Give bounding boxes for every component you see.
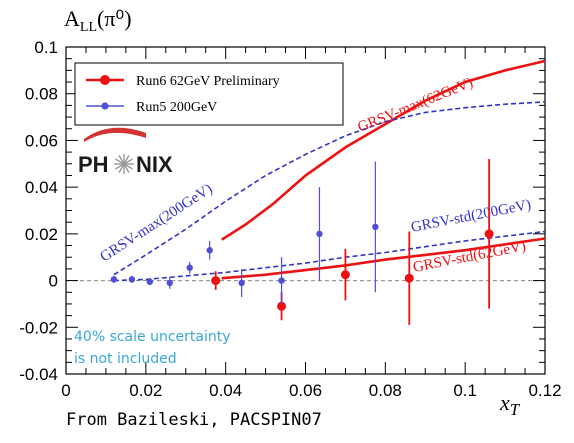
- x-tick-label: 0.12: [528, 381, 561, 400]
- starburst-ray: [118, 163, 125, 174]
- data-point: [340, 249, 350, 301]
- y-axis-title: ALL(π⁰): [64, 6, 132, 35]
- annotation-line: is not included: [74, 351, 177, 367]
- legend-label: Run6 62GeV Preliminary: [136, 74, 280, 89]
- data-point: [278, 257, 285, 304]
- marker: [278, 277, 285, 284]
- curve-label: GRSV-max(200GeV): [97, 181, 215, 265]
- marker: [186, 264, 193, 271]
- curve-label: GRSV-std(200GeV): [410, 197, 533, 236]
- legend-box: [74, 62, 344, 126]
- logo-text-left: PH: [78, 152, 109, 177]
- curve-label: GRSV-max(62GeV): [356, 75, 476, 136]
- marker: [277, 301, 287, 311]
- data-point: [484, 159, 494, 309]
- source-credit: From Bazileski, PACSPIN07: [66, 410, 322, 430]
- y-tick-label: 0.02: [25, 225, 58, 244]
- starburst-ray: [118, 154, 125, 165]
- data-point: [372, 161, 379, 293]
- x-tick-label: 0.1: [453, 381, 477, 400]
- starburst-ray: [123, 163, 130, 174]
- annotation-line: 40% scale uncertainty: [74, 329, 231, 345]
- starburst-ray: [114, 163, 125, 170]
- logo-text-right: NIX: [136, 152, 173, 177]
- starburst-ray: [114, 158, 125, 165]
- legend: Run6 62GeV Preliminary Run5 200GeV: [74, 62, 344, 126]
- marker: [316, 230, 323, 238]
- x-tick-label: 0.02: [129, 381, 162, 400]
- y-tick-label: -0.04: [19, 365, 58, 384]
- data-point: [211, 271, 221, 290]
- data-points: [110, 159, 494, 325]
- curve-grsv-max-62gev-: [221, 59, 546, 241]
- y-tick-label: -0.02: [19, 318, 58, 337]
- marker: [146, 278, 154, 285]
- curve-label: GRSV-std(62GeV): [412, 238, 527, 276]
- starburst-icon: [114, 154, 134, 174]
- curve-grsv-std-62gev-: [221, 237, 546, 280]
- data-point: [110, 275, 118, 283]
- legend-label: Run5 200GeV: [136, 100, 217, 115]
- data-point: [186, 261, 193, 274]
- data-point: [146, 278, 154, 286]
- marker: [372, 223, 379, 231]
- marker: [484, 229, 494, 239]
- y-tick-label: 0.06: [25, 131, 58, 150]
- legend-marker: [100, 75, 110, 85]
- marker: [340, 270, 350, 280]
- annotations: 40% scale uncertainty is not included: [74, 329, 231, 367]
- x-axis-title: xT: [499, 390, 521, 419]
- x-tick-label: 0.04: [209, 381, 242, 400]
- data-point: [166, 277, 173, 289]
- phenix-logo: PH NIX: [78, 127, 173, 177]
- data-point: [316, 187, 323, 281]
- marker: [166, 279, 173, 287]
- starburst-ray: [123, 163, 134, 170]
- marker: [211, 276, 221, 286]
- curve-grsv-std-200gev-: [113, 230, 546, 282]
- x-tick-label: 0.06: [289, 381, 322, 400]
- marker: [110, 276, 118, 283]
- starburst-ray: [123, 158, 134, 165]
- data-point: [238, 268, 245, 297]
- marker: [238, 279, 245, 287]
- legend-marker: [101, 102, 109, 110]
- x-tick-label: 0: [61, 381, 70, 400]
- logo-swoosh: [84, 127, 146, 142]
- data-point: [128, 275, 136, 283]
- data-point: [404, 231, 414, 325]
- y-tick-label: 0.04: [25, 178, 58, 197]
- marker: [206, 247, 213, 254]
- y-tick-label: 0.1: [34, 38, 58, 57]
- marker: [404, 273, 414, 283]
- starburst-ray: [123, 154, 130, 165]
- y-tick-label: 0.08: [25, 85, 58, 104]
- data-point: [206, 240, 213, 260]
- axes: 0 0.02 0.04 0.06 0.08 0.1 0.12 -0.04 -0.02 0 0.02 0…: [19, 6, 561, 419]
- y-tick-label: 0: [49, 272, 58, 291]
- curve-grsv-max-200gev-: [113, 101, 546, 276]
- x-tick-label: 0.08: [369, 381, 402, 400]
- marker: [128, 276, 136, 283]
